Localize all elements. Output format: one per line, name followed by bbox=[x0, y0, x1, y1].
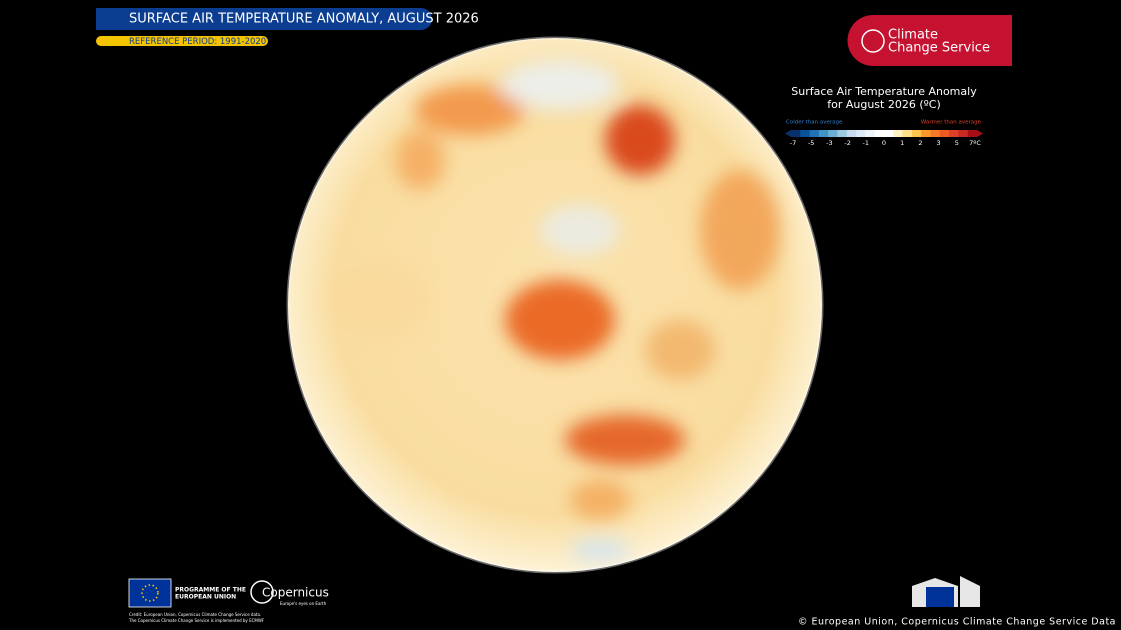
colorbar-label: 2 bbox=[918, 139, 922, 147]
colorbar-swatch bbox=[846, 130, 857, 137]
colorbar-swatch bbox=[921, 130, 931, 137]
colorbar-swatch bbox=[958, 130, 968, 137]
logo-text: Change Service bbox=[888, 41, 990, 56]
colorbar: -7 -5 -3 -2 -1 0 1 2 3 5 7ºC bbox=[785, 130, 983, 147]
colorbar-label: 3 bbox=[937, 139, 941, 147]
programme-text: PROGRAMME OF THE bbox=[175, 587, 246, 594]
colorbar-swatch bbox=[865, 130, 875, 137]
copernicus-icon bbox=[250, 580, 274, 604]
colorbar-label: 5 bbox=[955, 139, 959, 147]
credit: Credit: European Union, Copernicus Clima… bbox=[129, 612, 261, 617]
colorbar-swatch bbox=[930, 130, 941, 137]
colorbar-swatch bbox=[874, 130, 885, 137]
title-banner bbox=[96, 8, 432, 30]
colorbar-swatch bbox=[809, 130, 820, 137]
logo-text: Climate bbox=[888, 28, 938, 43]
legend-title: Surface Air Temperature Anomaly bbox=[791, 85, 977, 98]
colorbar-label: -2 bbox=[844, 139, 850, 147]
colorbar-swatch bbox=[818, 130, 829, 137]
colorbar-swatch bbox=[893, 130, 903, 137]
colorbar-swatch bbox=[837, 130, 848, 137]
legend-title: for August 2026 (ºC) bbox=[827, 98, 941, 111]
credit: The Copernicus Climate Change Service is… bbox=[128, 618, 265, 623]
colorbar-swatch bbox=[800, 130, 810, 137]
colorbar-swatch bbox=[939, 130, 950, 137]
logo-icon bbox=[861, 29, 885, 53]
colorbar-swatch bbox=[856, 130, 866, 137]
copernicus-wordmark: Copernicus bbox=[262, 586, 329, 600]
legend-warmer: Warmer than average bbox=[921, 120, 982, 126]
colorbar-label: -3 bbox=[826, 139, 832, 147]
title: SURFACE AIR TEMPERATURE ANOMALY, AUGUST … bbox=[129, 12, 479, 27]
copyright: © European Union, Copernicus Climate Cha… bbox=[798, 617, 1116, 628]
colorbar-label: 0 bbox=[882, 139, 886, 147]
colorbar-swatch bbox=[884, 130, 894, 137]
colorbar-label: -5 bbox=[808, 139, 814, 147]
ec-logo bbox=[912, 576, 980, 607]
globe-rim bbox=[286, 36, 824, 574]
colorbar-swatch bbox=[911, 130, 922, 137]
colorbar-label: -1 bbox=[863, 139, 869, 147]
subtitle: REFERENCE PERIOD: 1991-2020 bbox=[129, 37, 266, 47]
colorbar-label: -7 bbox=[790, 139, 796, 147]
colorbar-label: 7ºC bbox=[969, 139, 981, 147]
colorbar-label: 1 bbox=[900, 139, 904, 147]
legend-colder: Colder than average bbox=[786, 120, 843, 126]
eu-stars bbox=[141, 584, 159, 602]
title-banner-edge bbox=[96, 8, 116, 30]
c3s-logo bbox=[847, 15, 1012, 66]
colorbar-arrow bbox=[977, 130, 983, 137]
anomaly-patches bbox=[330, 60, 780, 562]
colorbar-swatch bbox=[791, 130, 801, 137]
colorbar-swatch bbox=[967, 130, 978, 137]
colorbar-swatch bbox=[828, 130, 838, 137]
colorbar-swatch bbox=[949, 130, 959, 137]
colorbar-arrow bbox=[785, 130, 791, 137]
eu-flag bbox=[128, 578, 172, 608]
copernicus-tagline: Europe's eyes on Earth bbox=[280, 601, 327, 606]
subtitle-banner bbox=[96, 36, 268, 46]
programme-text: EUROPEAN UNION bbox=[175, 594, 236, 601]
colorbar-swatch bbox=[902, 130, 913, 137]
